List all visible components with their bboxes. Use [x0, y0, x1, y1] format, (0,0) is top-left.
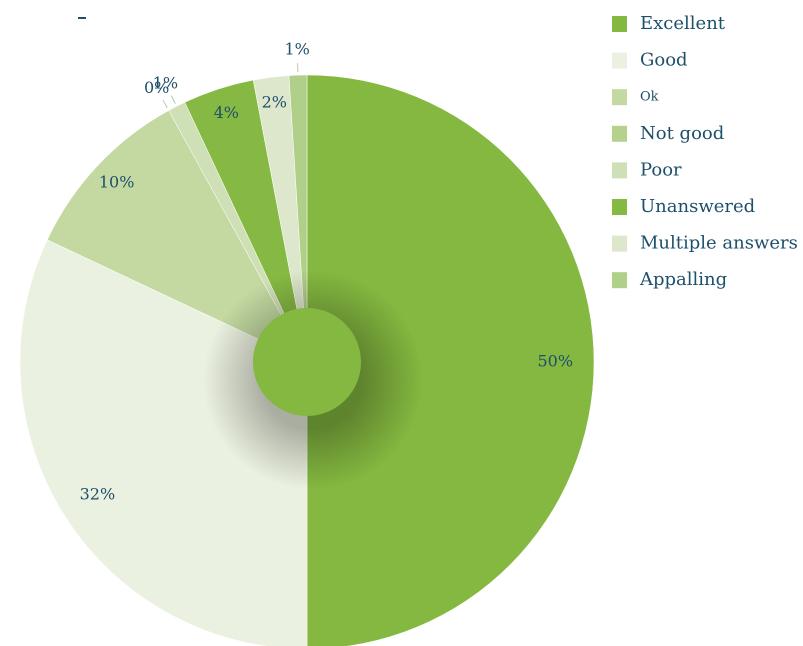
slice-label: 10%	[99, 173, 135, 192]
legend: Excellent Good Ok Not good Poor Unanswered Mul…	[612, 13, 798, 290]
legend-swatch	[612, 272, 627, 289]
legend-swatch	[612, 125, 627, 142]
slice-label: 50%	[537, 352, 573, 371]
legend-swatch	[612, 89, 627, 106]
slice-label: 4%	[214, 103, 239, 122]
legend-label: Ok	[640, 90, 659, 105]
legend-label: Unanswered	[640, 196, 755, 217]
pie: 50%32%10%0%1%4%2%1%	[19, 40, 595, 646]
leader-line	[170, 95, 176, 104]
legend-label: Excellent	[640, 13, 726, 34]
legend-swatch	[612, 162, 627, 179]
legend-label: Good	[640, 50, 688, 71]
legend-label: Multiple answers	[640, 233, 798, 254]
hub	[253, 308, 361, 416]
slice-label: 0%	[144, 78, 169, 97]
legend-swatch	[612, 235, 627, 252]
slice-label: 1%	[153, 74, 178, 93]
legend-label: Not good	[640, 123, 724, 144]
slice-label: 1%	[285, 40, 310, 59]
legend-label: Poor	[640, 159, 682, 180]
slice-label: 32%	[80, 485, 116, 504]
leader-line	[162, 99, 168, 109]
slice-label: 2%	[262, 92, 287, 111]
legend-swatch	[612, 52, 627, 69]
legend-label: Appalling	[639, 269, 727, 290]
legend-swatch	[612, 16, 627, 32]
legend-swatch	[612, 199, 627, 215]
pie-slice	[306, 74, 595, 646]
